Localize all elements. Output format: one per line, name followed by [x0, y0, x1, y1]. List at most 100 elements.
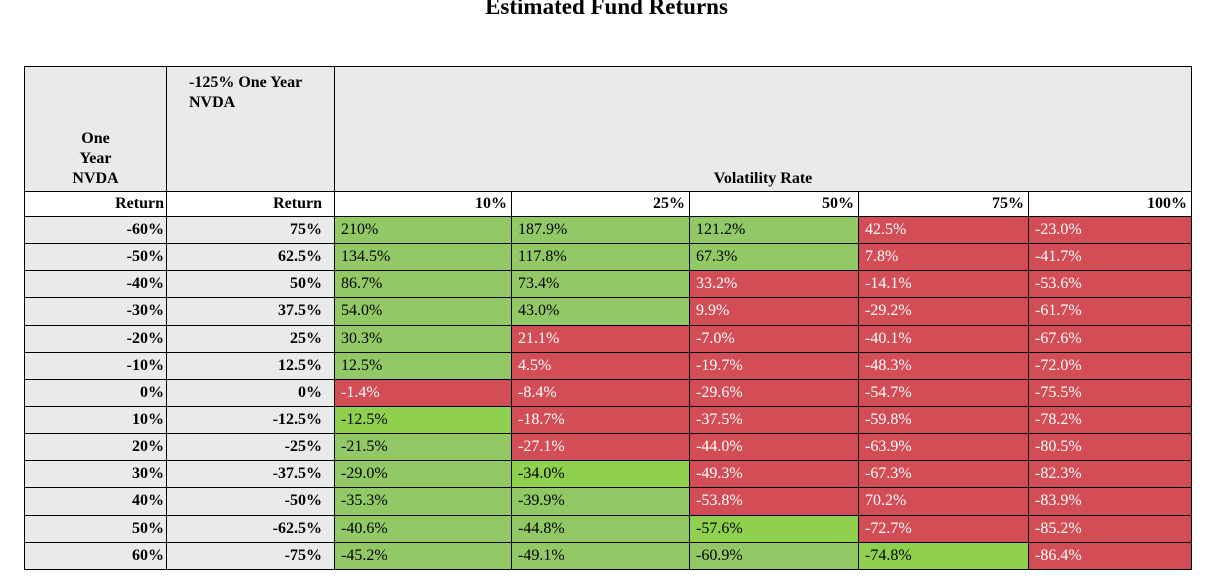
estimated-return-cell: 21.1%	[511, 324, 690, 353]
estimated-return-cell: 67.3%	[689, 243, 859, 272]
estimated-return-cell: -72.0%	[1027, 351, 1193, 380]
volatility-column-header: 100%	[1027, 191, 1193, 217]
fund-return-cell: 12.5%	[166, 351, 335, 380]
estimated-return-cell: -29.2%	[858, 297, 1029, 326]
estimated-return-cell: 9.9%	[689, 297, 859, 326]
nvda-return-cell: 0%	[24, 378, 167, 407]
estimated-return-cell: 33.2%	[689, 270, 859, 299]
estimated-return-cell: -29.0%	[334, 460, 512, 489]
volatility-column-header: 10%	[334, 191, 512, 217]
estimated-return-cell: 4.5%	[511, 351, 690, 380]
estimated-return-cell: -63.9%	[858, 433, 1029, 462]
table-row: -10% 12.5% 12.5% 4.5% -19.7% -48.3% -72.0%	[24, 351, 1193, 380]
estimated-return-cell: -45.2%	[334, 541, 512, 570]
estimated-return-cell: 134.5%	[334, 243, 512, 272]
nvda-return-cell: 50%	[24, 514, 167, 543]
nvda-return-cell: 20%	[24, 433, 167, 462]
estimated-return-cell: -59.8%	[858, 405, 1029, 435]
estimated-return-cell: -60.9%	[689, 541, 859, 570]
nvda-header: One Year NVDA	[24, 66, 167, 192]
nvda-return-cell: 30%	[24, 460, 167, 489]
estimated-return-cell: 30.3%	[334, 324, 512, 353]
estimated-return-cell: -75.5%	[1027, 378, 1193, 407]
estimated-return-cell: -27.1%	[511, 433, 690, 462]
estimated-return-cell: -37.5%	[689, 405, 859, 435]
estimated-return-cell: 70.2%	[858, 487, 1029, 516]
estimated-return-cell: -34.0%	[511, 460, 690, 489]
estimated-return-cell: -41.7%	[1027, 243, 1193, 272]
nvda-return-cell: -10%	[24, 351, 167, 380]
estimated-return-cell: 12.5%	[334, 351, 512, 380]
estimated-return-cell: -85.2%	[1027, 514, 1193, 543]
table-row: 40% -50% -35.3% -39.9% -53.8% 70.2% -83.9%	[24, 487, 1193, 516]
estimated-return-cell: -29.6%	[689, 378, 859, 407]
table-row: -40% 50% 86.7% 73.4% 33.2% -14.1% -53.6%	[24, 270, 1193, 299]
estimated-return-cell: 43.0%	[511, 297, 690, 326]
table-row: 50% -62.5% -40.6% -44.8% -57.6% -72.7% -85.2%	[24, 514, 1193, 543]
estimated-return-cell: -72.7%	[858, 514, 1029, 543]
estimated-return-cell: -40.1%	[858, 324, 1029, 353]
estimated-return-cell: -23.0%	[1027, 215, 1193, 245]
table-row: 20% -25% -21.5% -27.1% -44.0% -63.9% -80.5%	[24, 433, 1193, 462]
estimated-return-cell: 117.8%	[511, 243, 690, 272]
estimated-return-cell: -74.8%	[858, 541, 1029, 570]
estimated-return-cell: 42.5%	[858, 215, 1029, 245]
fund-return-cell: -75%	[166, 541, 335, 570]
fund-header: -125% One Year NVDA	[166, 66, 335, 192]
estimated-return-cell: -67.6%	[1027, 324, 1193, 353]
nvda-return-cell: -50%	[24, 243, 167, 272]
estimated-return-cell: -14.1%	[858, 270, 1029, 299]
volatility-column-header: 75%	[858, 191, 1029, 217]
table-row: -50% 62.5% 134.5% 117.8% 67.3% 7.8% -41.7%	[24, 243, 1193, 272]
estimated-return-cell: -21.5%	[334, 433, 512, 462]
estimated-return-cell: -7.0%	[689, 324, 859, 353]
estimated-return-cell: 7.8%	[858, 243, 1029, 272]
estimated-return-cell: -12.5%	[334, 405, 512, 435]
table-row: 30% -37.5% -29.0% -34.0% -49.3% -67.3% -82.3%	[24, 460, 1193, 489]
estimated-return-cell: -35.3%	[334, 487, 512, 516]
nvda-return-cell: 40%	[24, 487, 167, 516]
estimated-return-cell: -8.4%	[511, 378, 690, 407]
estimated-return-cell: -57.6%	[689, 514, 859, 543]
estimated-return-cell: -54.7%	[858, 378, 1029, 407]
fund-return-cell: 0%	[166, 378, 335, 407]
estimated-return-cell: -48.3%	[858, 351, 1029, 380]
fund-return-label: Return	[166, 191, 335, 217]
estimated-return-cell: -83.9%	[1027, 487, 1193, 516]
estimated-return-cell: -1.4%	[334, 378, 512, 407]
volatility-header: Volatility Rate	[333, 66, 1193, 192]
chart-title: Estimated Fund Returns	[485, 0, 728, 19]
estimated-return-cell: 121.2%	[689, 215, 859, 245]
estimated-return-cell: 54.0%	[334, 297, 512, 326]
estimated-return-cell: -53.6%	[1027, 270, 1193, 299]
fund-return-cell: 25%	[166, 324, 335, 353]
fund-return-cell: 75%	[166, 215, 335, 245]
estimated-return-cell: -67.3%	[858, 460, 1029, 489]
nvda-return-cell: -30%	[24, 297, 167, 326]
fund-return-cell: 50%	[166, 270, 335, 299]
nvda-return-cell: -60%	[24, 215, 167, 245]
table-row: 0% 0% -1.4% -8.4% -29.6% -54.7% -75.5%	[24, 378, 1193, 407]
table-body: One Year NVDA -125% One Year NVDA Volati…	[24, 66, 1193, 570]
estimated-return-cell: -44.8%	[511, 514, 690, 543]
fund-return-cell: -62.5%	[166, 514, 335, 543]
returns-table: One Year NVDA -125% One Year NVDA Volati…	[24, 66, 1193, 570]
fund-return-cell: 62.5%	[166, 243, 335, 272]
estimated-return-cell: -44.0%	[689, 433, 859, 462]
fund-return-cell: -50%	[166, 487, 335, 516]
column-header-row: Return Return 10% 25% 50% 75% 100%	[24, 191, 1193, 217]
nvda-return-cell: -40%	[24, 270, 167, 299]
estimated-return-cell: -82.3%	[1027, 460, 1193, 489]
estimated-return-cell: -49.3%	[689, 460, 859, 489]
table-row: 10% -12.5% -12.5% -18.7% -37.5% -59.8% -78.2%	[24, 405, 1193, 435]
estimated-return-cell: 210%	[334, 215, 512, 245]
table-row: -30% 37.5% 54.0% 43.0% 9.9% -29.2% -61.7%	[24, 297, 1193, 326]
fund-return-cell: -37.5%	[166, 460, 335, 489]
estimated-return-cell: -19.7%	[689, 351, 859, 380]
nvda-return-cell: 10%	[24, 405, 167, 435]
estimated-return-cell: -40.6%	[334, 514, 512, 543]
volatility-column-header: 25%	[511, 191, 690, 217]
estimated-return-cell: -78.2%	[1027, 405, 1193, 435]
nvda-return-cell: -20%	[24, 324, 167, 353]
estimated-return-cell: -86.4%	[1027, 541, 1193, 570]
